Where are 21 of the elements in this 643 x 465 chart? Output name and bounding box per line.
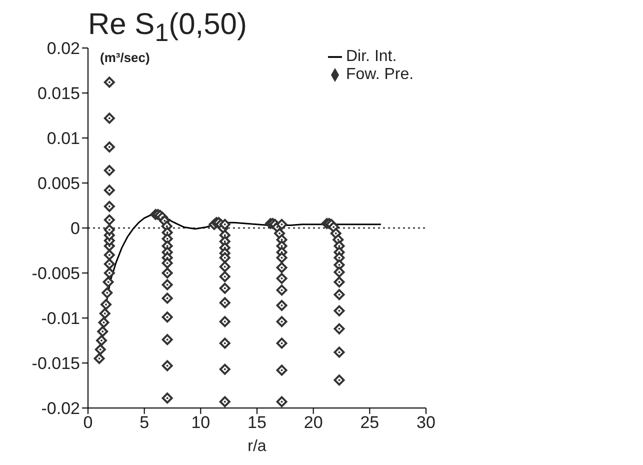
x-tick-label: 0 (83, 413, 93, 432)
y-tick-label: -0.01 (41, 309, 80, 328)
legend-label: Fow. Pre. (346, 66, 414, 83)
y-tick-label: 0.015 (37, 84, 80, 104)
y-tick-label: 0.02 (46, 39, 80, 58)
x-tick-label: 20 (304, 413, 323, 432)
x-tick-label: 10 (191, 413, 210, 432)
x-tick-label: 5 (140, 413, 150, 432)
y-tick-label: 0 (70, 219, 80, 238)
x-tick-label: 25 (360, 413, 380, 432)
x-tick-label: 30 (416, 413, 436, 432)
y-tick-label: -0.005 (32, 264, 80, 284)
y-tick-label: 0.01 (46, 129, 80, 148)
y-tick-label: -0.02 (41, 399, 80, 418)
x-tick-label: 15 (248, 413, 266, 432)
y-axis-title: (m³/sec) (100, 50, 150, 65)
y-tick-label: 0.005 (37, 174, 80, 194)
chart-title: Re S$_{1}$(0,50) (88, 8, 247, 48)
x-axis-title: r/a (248, 438, 266, 455)
legend-label: Dir. Int. (346, 48, 397, 65)
y-tick-label: -0.015 (32, 354, 80, 374)
